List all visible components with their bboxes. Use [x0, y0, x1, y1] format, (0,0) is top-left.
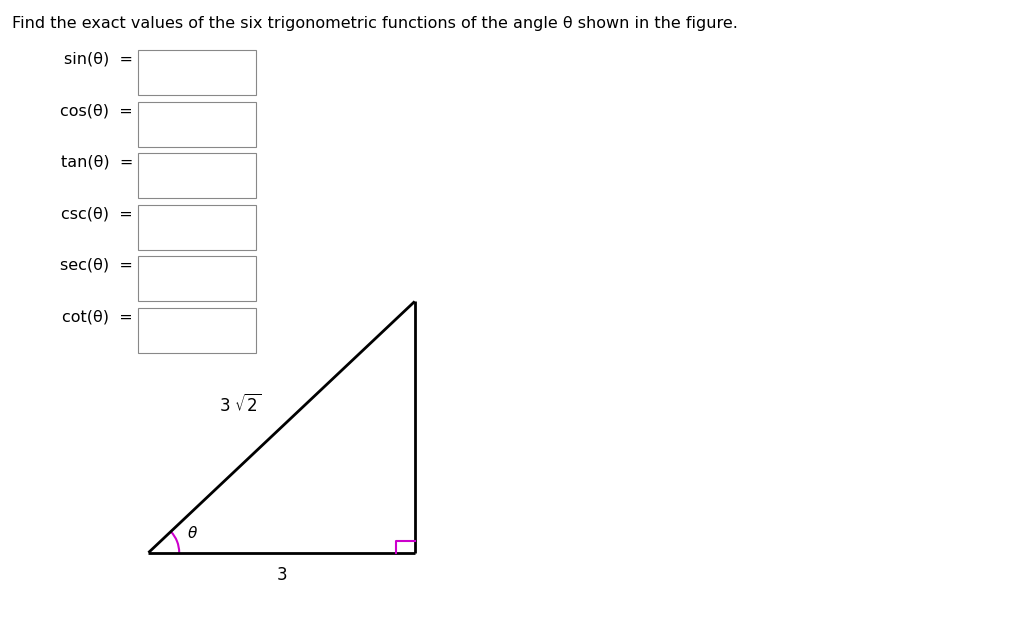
Text: cot(θ)  =: cot(θ) =	[62, 309, 133, 324]
Text: csc(θ)  =: csc(θ) =	[61, 206, 133, 221]
Text: $\theta$: $\theta$	[187, 526, 199, 541]
Text: Find the exact values of the six trigonometric functions of the angle θ shown in: Find the exact values of the six trigono…	[12, 16, 738, 31]
Text: cos(θ)  =: cos(θ) =	[60, 103, 133, 118]
Bar	[138, 153, 256, 198]
Text: sec(θ)  =: sec(θ) =	[60, 257, 133, 273]
Bar	[138, 205, 256, 250]
Bar	[138, 308, 256, 353]
Text: 3 $\sqrt{2}$: 3 $\sqrt{2}$	[219, 394, 261, 416]
Text: sin(θ)  =: sin(θ) =	[65, 51, 133, 67]
Bar	[138, 102, 256, 147]
Bar	[138, 256, 256, 301]
Text: tan(θ)  =: tan(θ) =	[60, 154, 133, 170]
Bar	[138, 50, 256, 95]
Text: 3: 3	[276, 566, 287, 585]
